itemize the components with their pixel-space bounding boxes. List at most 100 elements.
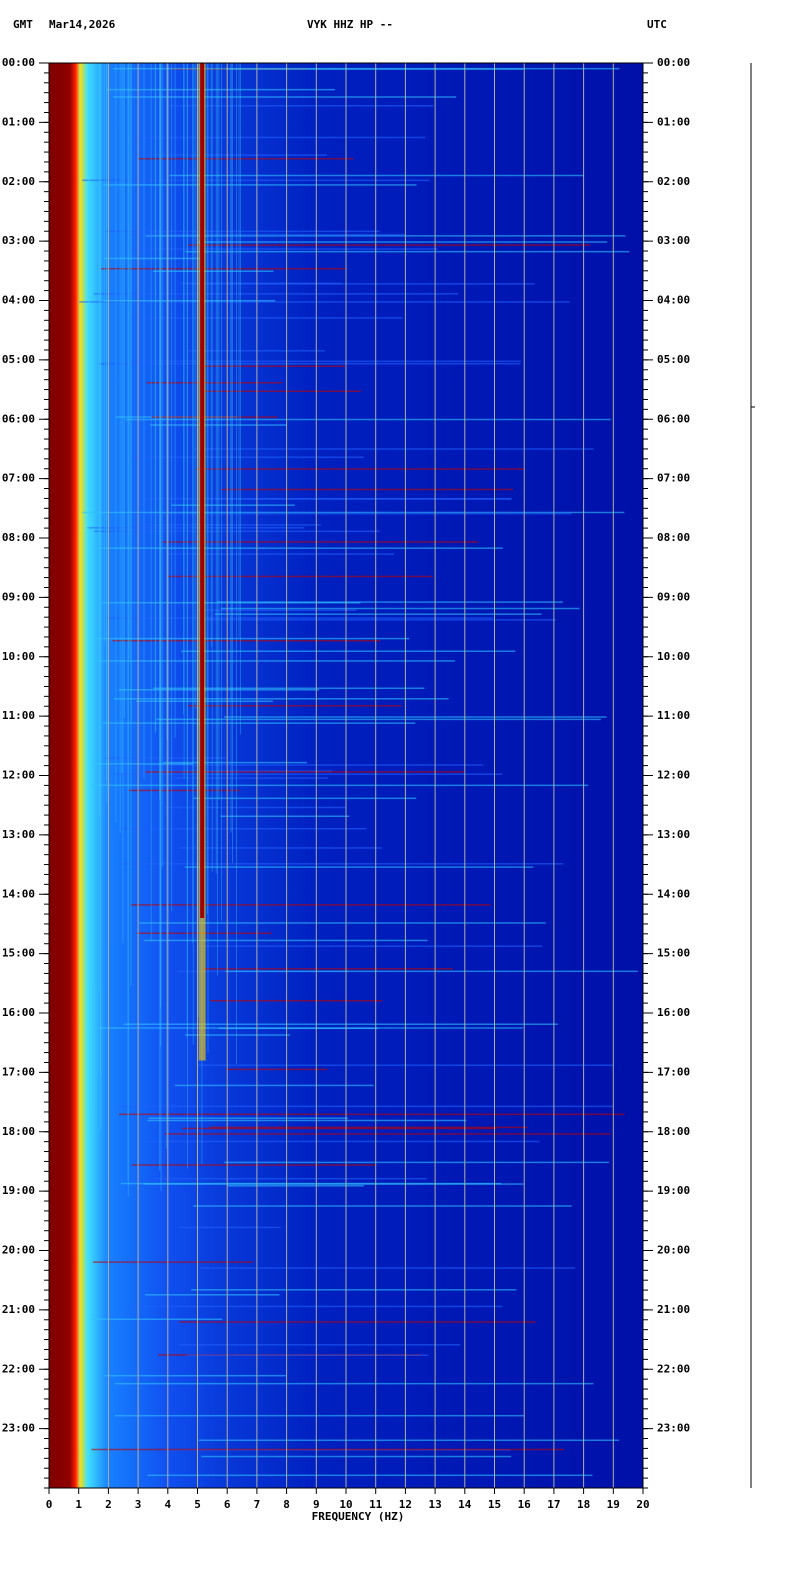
spectrogram-streak — [187, 1354, 429, 1356]
spectrogram-streak — [112, 639, 381, 642]
spectrogram-streak — [165, 553, 395, 555]
spectrogram-streak — [155, 63, 157, 732]
y-tick-label: 05:00 — [2, 353, 35, 366]
spectrogram-streak — [126, 512, 572, 515]
y-tick-label: 23:00 — [2, 1422, 35, 1435]
y-tick-label: 17:00 — [2, 1065, 35, 1078]
spectrogram-streak — [239, 63, 241, 735]
x-tick-label: 16 — [518, 1498, 532, 1511]
x-tick-label: 15 — [488, 1498, 501, 1511]
spectrogram-streak — [193, 797, 417, 800]
chart-title: VYK HHZ HP -- — [307, 18, 393, 31]
y-tick-label: 22:00 — [2, 1362, 35, 1375]
y-tick-label: 04:00 — [657, 294, 690, 307]
y-tick-label: 21:00 — [2, 1303, 35, 1316]
spectrogram-streak — [95, 637, 410, 640]
spectrogram-streak — [123, 863, 564, 865]
spectrogram-streak — [130, 63, 132, 722]
spectrogram-band — [200, 63, 205, 918]
x-tick-label: 2 — [105, 1498, 112, 1511]
y-tick-label: 15:00 — [657, 947, 690, 960]
y-tick-label: 06:00 — [2, 412, 35, 425]
y-tick-label: 17:00 — [657, 1065, 690, 1078]
spectrogram-streak — [178, 1344, 461, 1346]
spectrogram-streak — [209, 1126, 528, 1129]
y-tick-label: 18:00 — [2, 1125, 35, 1138]
y-tick-label: 04:00 — [2, 294, 35, 307]
spectrogram-streak — [181, 650, 516, 652]
spectrogram-streak — [127, 63, 129, 1197]
y-tick-label: 16:00 — [657, 1006, 690, 1019]
spectrogram-streak — [132, 154, 327, 156]
spectrogram-streak — [207, 63, 209, 1053]
spectrogram-streak — [132, 1305, 503, 1308]
spectrogram-streak — [104, 1374, 286, 1377]
y-tick-label: 22:00 — [657, 1362, 690, 1375]
spectrogram-streak — [93, 1261, 254, 1263]
spectrogram-streak — [166, 63, 168, 1149]
spectrogram-streak — [197, 63, 199, 1018]
spectrogram-streak — [224, 1161, 610, 1164]
spectrogram-streak — [147, 1474, 593, 1477]
y-tick-label: 14:00 — [2, 887, 35, 900]
spectrogram-streak — [125, 418, 611, 421]
plot-frame — [48, 62, 644, 1489]
spectrogram-streak — [113, 67, 620, 70]
spectrogram-streak — [101, 601, 361, 604]
spectrogram-streak — [197, 609, 357, 611]
spectrogram-streak — [113, 96, 457, 98]
spectrogram-streak — [143, 497, 512, 500]
spectrogram-streak — [96, 660, 455, 662]
spectrogram-streak — [196, 468, 525, 470]
x-tick-label: 4 — [164, 1498, 171, 1511]
spectrogram-streak — [134, 136, 426, 139]
spectrogram-streak — [138, 158, 354, 160]
x-tick-label: 6 — [224, 1498, 231, 1511]
spectrogram-streak — [230, 63, 232, 833]
spectrogram-streak — [148, 1117, 348, 1119]
spectrogram-streak — [103, 63, 105, 642]
spectrogram-streak — [103, 184, 417, 186]
x-tick-label: 13 — [428, 1498, 441, 1511]
spectrogram-streak — [143, 939, 428, 942]
spectrogram-streak — [197, 945, 543, 947]
x-tick-label: 14 — [458, 1498, 472, 1511]
spectrogram-streak — [106, 617, 494, 619]
spectrogram-streak — [146, 382, 283, 384]
spectrogram-streak — [115, 63, 117, 823]
y-tick-label: 14:00 — [657, 887, 690, 900]
spectrogram-streak — [193, 1205, 572, 1207]
x-tick-label: 0 — [46, 1498, 53, 1511]
spectrogram-streak — [193, 448, 594, 450]
spectrogram-streak — [162, 63, 164, 867]
y-tick-label: 20:00 — [2, 1244, 35, 1257]
spectrogram-streak — [171, 63, 173, 912]
x-tick-label: 9 — [313, 1498, 320, 1511]
spectrogram-streak — [187, 705, 402, 707]
spectrogram-streak — [231, 63, 233, 864]
spectrogram-streak — [79, 301, 570, 303]
x-tick-label: 11 — [369, 1498, 383, 1511]
date: Mar14,2026 — [49, 18, 116, 31]
spectrogram-streak — [123, 63, 125, 718]
spectrogram-streak — [89, 63, 91, 1108]
spectrogram-streak — [113, 764, 484, 766]
x-tick-label: 19 — [607, 1498, 620, 1511]
spectrogram-streak — [220, 607, 580, 610]
spectrogram-streak — [99, 63, 101, 815]
spectrogram-streak — [164, 1133, 611, 1135]
spectrogram-streak — [183, 63, 185, 779]
y-tick-label: 10:00 — [657, 650, 690, 663]
spectrogram-streak — [188, 244, 591, 246]
x-axis-label: FREQUENCY (HZ) — [312, 1510, 405, 1523]
spectrogram-streak — [179, 1226, 281, 1229]
spectrogram-streak — [186, 63, 188, 1037]
spectrogram-streak — [88, 63, 90, 755]
spectrogram-streak — [192, 63, 194, 943]
y-tick-label: 19:00 — [2, 1184, 35, 1197]
spectrogram-streak — [118, 689, 320, 691]
y-tick-label: 11:00 — [657, 709, 690, 722]
spectrogram-streak — [221, 488, 513, 491]
spectrogram-streak — [130, 317, 403, 319]
